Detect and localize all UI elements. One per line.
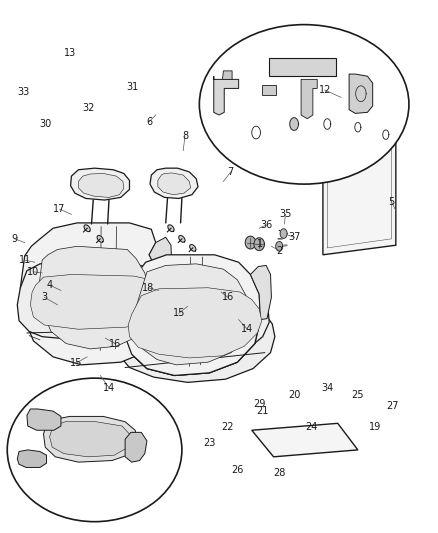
Ellipse shape: [7, 378, 182, 522]
Polygon shape: [254, 238, 265, 251]
Text: 33: 33: [17, 87, 29, 97]
Polygon shape: [27, 409, 61, 430]
Polygon shape: [168, 225, 174, 232]
Polygon shape: [251, 265, 272, 320]
Text: 20: 20: [288, 390, 300, 400]
Text: 31: 31: [127, 82, 139, 92]
Text: 14: 14: [241, 324, 254, 334]
Text: 5: 5: [389, 197, 395, 207]
Text: 14: 14: [103, 383, 115, 393]
Polygon shape: [150, 168, 198, 198]
Ellipse shape: [199, 25, 409, 184]
Polygon shape: [127, 273, 179, 329]
Text: 10: 10: [27, 267, 39, 277]
Polygon shape: [43, 416, 138, 462]
Text: 19: 19: [369, 422, 381, 432]
Text: 13: 13: [64, 48, 76, 58]
Polygon shape: [349, 74, 373, 114]
Polygon shape: [49, 422, 131, 457]
Text: 34: 34: [321, 383, 333, 393]
Text: 16: 16: [222, 292, 234, 302]
Text: 21: 21: [257, 406, 269, 416]
Polygon shape: [190, 245, 196, 251]
Text: 8: 8: [182, 131, 188, 141]
Polygon shape: [290, 118, 298, 131]
Polygon shape: [223, 71, 232, 79]
Polygon shape: [78, 173, 124, 197]
Text: 36: 36: [260, 220, 272, 230]
Text: 6: 6: [146, 117, 152, 127]
Polygon shape: [323, 143, 396, 255]
Polygon shape: [124, 255, 261, 375]
Polygon shape: [158, 173, 191, 195]
Polygon shape: [269, 58, 336, 76]
Text: 9: 9: [11, 234, 18, 244]
Polygon shape: [125, 432, 147, 462]
Text: 27: 27: [386, 401, 399, 411]
Polygon shape: [128, 288, 262, 358]
Text: 1: 1: [258, 239, 264, 249]
Polygon shape: [120, 288, 269, 375]
Text: 29: 29: [253, 399, 265, 409]
Text: 3: 3: [41, 292, 47, 302]
Polygon shape: [214, 76, 239, 115]
Polygon shape: [262, 85, 276, 95]
Polygon shape: [276, 241, 283, 251]
Polygon shape: [17, 261, 179, 340]
Text: 18: 18: [142, 283, 154, 293]
Text: 32: 32: [83, 103, 95, 113]
Text: 16: 16: [109, 338, 121, 349]
Polygon shape: [84, 225, 90, 232]
Text: 22: 22: [222, 422, 234, 432]
Text: 23: 23: [203, 438, 215, 448]
Polygon shape: [252, 423, 358, 457]
Polygon shape: [39, 246, 150, 349]
Text: 37: 37: [288, 232, 300, 243]
Text: 30: 30: [39, 119, 51, 129]
Polygon shape: [149, 237, 172, 298]
Text: 25: 25: [352, 390, 364, 400]
Text: 24: 24: [305, 422, 318, 432]
Polygon shape: [30, 274, 167, 329]
Text: 4: 4: [46, 280, 53, 290]
Polygon shape: [20, 223, 164, 365]
Polygon shape: [135, 264, 249, 365]
Polygon shape: [301, 79, 317, 119]
Polygon shape: [17, 450, 46, 467]
Text: 28: 28: [273, 468, 286, 478]
Text: 17: 17: [53, 204, 66, 214]
Text: 15: 15: [173, 308, 185, 318]
Text: 7: 7: [228, 167, 234, 177]
Text: 35: 35: [279, 209, 292, 220]
Polygon shape: [245, 236, 256, 249]
Text: 15: 15: [70, 358, 82, 368]
Polygon shape: [97, 236, 103, 242]
Text: 2: 2: [276, 246, 283, 255]
Text: 11: 11: [18, 255, 31, 265]
Polygon shape: [71, 168, 130, 200]
Text: 12: 12: [318, 85, 331, 95]
Polygon shape: [120, 316, 275, 382]
Text: 26: 26: [231, 465, 244, 474]
Polygon shape: [280, 229, 287, 238]
Polygon shape: [179, 236, 185, 242]
